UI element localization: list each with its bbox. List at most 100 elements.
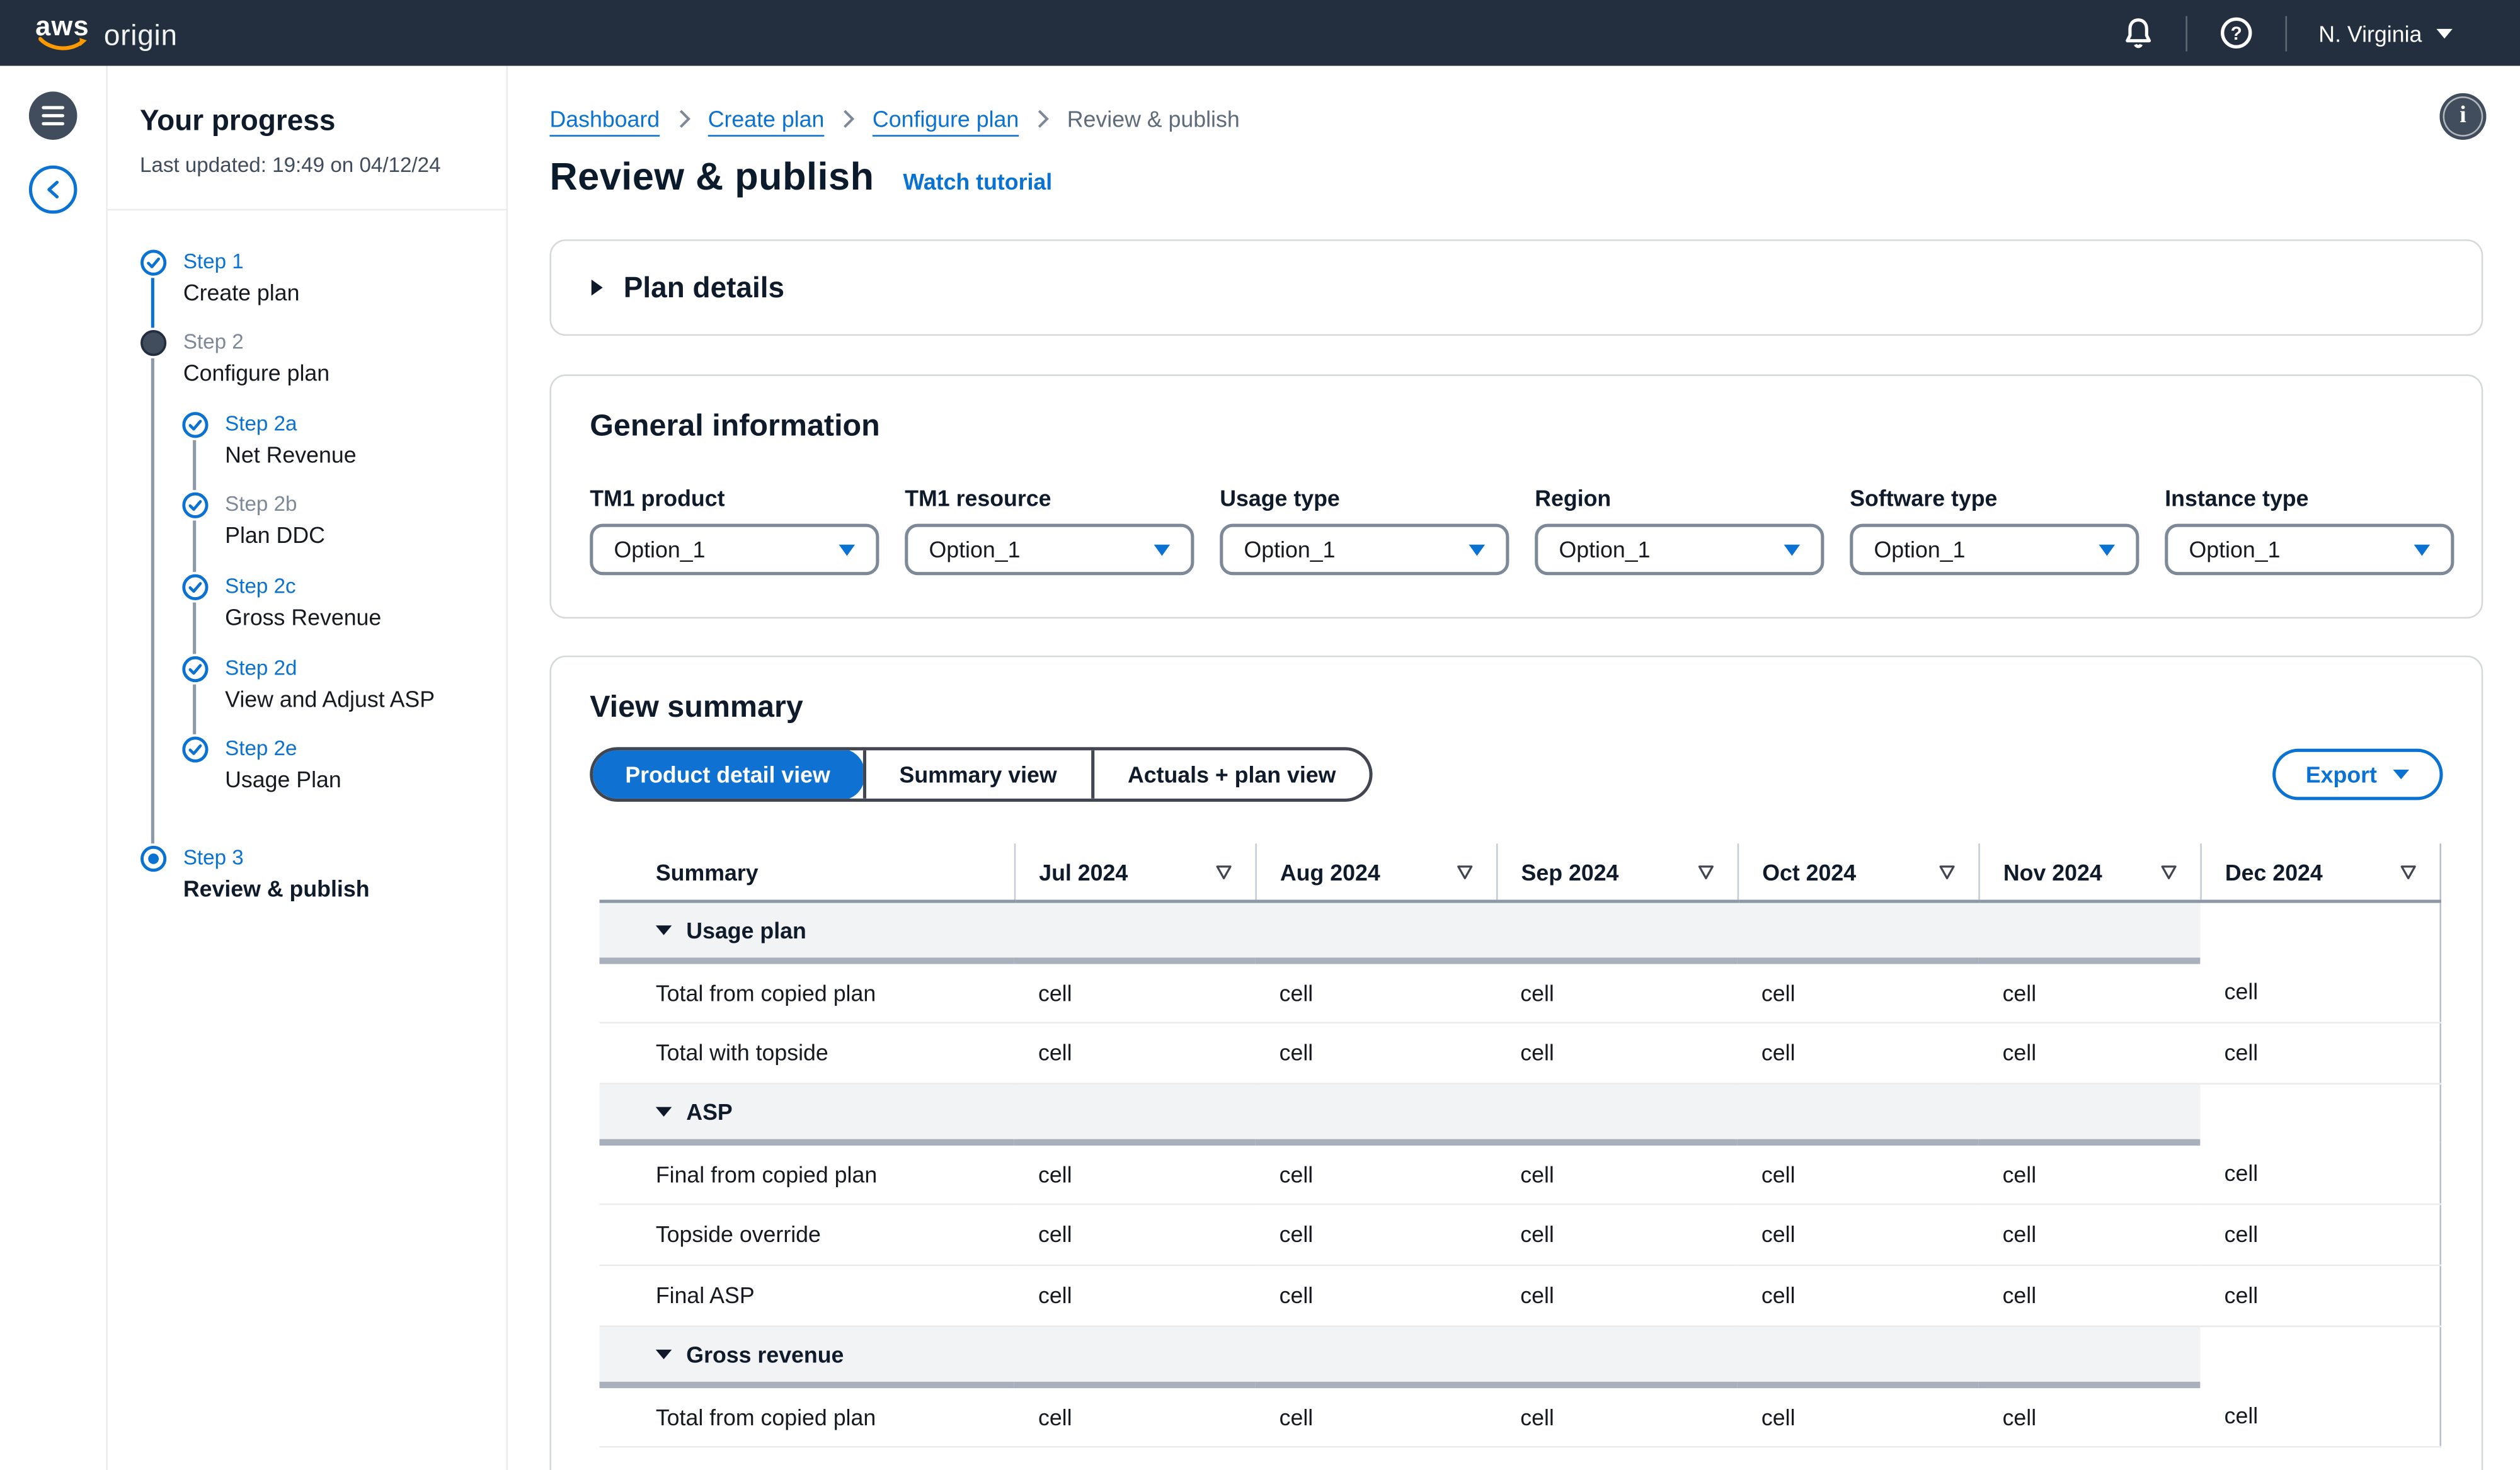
step-check-icon xyxy=(182,412,209,438)
step-item-step-2c[interactable]: Step 2c Gross Revenue xyxy=(181,574,381,632)
question-icon: ? xyxy=(2220,17,2252,48)
view-tabs: Product detail view Summary view Actuals +… xyxy=(590,747,1373,802)
hamburger-icon xyxy=(42,106,65,110)
info-button[interactable]: i xyxy=(2439,93,2487,140)
table-cell: cell xyxy=(1737,1022,1979,1084)
column-label: Sep 2024 xyxy=(1521,858,1619,885)
filter-caret-icon[interactable] xyxy=(1214,863,1232,880)
filter-caret-icon[interactable] xyxy=(1937,863,1955,880)
field-tm1-product: TM1 product Option_1 xyxy=(590,485,879,576)
menu-button[interactable] xyxy=(28,91,77,140)
notifications-button[interactable] xyxy=(2090,0,2185,66)
export-label: Export xyxy=(2305,761,2377,787)
help-button[interactable]: ? xyxy=(2187,0,2285,66)
step-title: Configure plan xyxy=(183,360,330,386)
step-item-step-1[interactable]: Step 1 Create plan xyxy=(140,249,300,307)
field-tm1-resource: TM1 resource Option_1 xyxy=(905,485,1194,576)
column-filter-button[interactable] xyxy=(2159,863,2177,880)
table-cell: cell xyxy=(1737,1384,1979,1447)
step-item-step-2a[interactable]: Step 2a Net Revenue xyxy=(181,411,357,469)
export-button[interactable]: Export xyxy=(2272,748,2443,801)
field-label: Region xyxy=(1535,485,1612,511)
tab-actuals-plan-view[interactable]: Actuals + plan view xyxy=(1091,750,1370,799)
step-item-step-3[interactable]: Step 3 Review & publish xyxy=(140,845,370,903)
step-item-step-2e[interactable]: Step 2e Usage Plan xyxy=(181,736,341,794)
group-row-asp[interactable]: ASP xyxy=(599,1083,2441,1146)
table-cell: cell xyxy=(1014,1203,1256,1265)
step-icon xyxy=(181,736,209,763)
topbar-actions: ? N. Virginia xyxy=(2090,0,2485,66)
field-label: Instance type xyxy=(2165,485,2309,511)
step-check-icon xyxy=(140,249,167,276)
expand-triangle-icon xyxy=(591,279,603,296)
filter-caret-icon[interactable] xyxy=(1697,863,1714,880)
column-header-summary: Summary xyxy=(599,843,1014,903)
field-select-software-type[interactable]: Option_1 xyxy=(1850,523,2139,576)
aws-origin-logo: aws origin xyxy=(35,12,178,50)
group-label: Usage plan xyxy=(686,917,806,943)
filter-caret-icon[interactable] xyxy=(2159,863,2177,880)
step-current-icon xyxy=(140,330,167,356)
region-selector[interactable]: N. Virginia xyxy=(2286,0,2485,66)
step-icon xyxy=(181,574,209,601)
general-information-title: General information xyxy=(590,409,880,444)
column-filter-button[interactable] xyxy=(1455,863,1473,880)
breadcrumb-link-create-plan[interactable]: Create plan xyxy=(707,106,825,132)
step-check-icon xyxy=(182,656,209,683)
column-header-dec-2024: Dec 2024 xyxy=(2199,843,2441,903)
row-label: Topside override xyxy=(599,1203,1014,1265)
collapse-panel-button[interactable] xyxy=(28,165,77,214)
filter-caret-icon[interactable] xyxy=(1455,863,1473,880)
table-cell: cell xyxy=(2200,1142,2441,1204)
field-select-usage-type[interactable]: Option_1 xyxy=(1220,523,1509,576)
filter-caret-icon[interactable] xyxy=(2400,863,2417,880)
field-label: Software type xyxy=(1850,485,1998,511)
table-cell: cell xyxy=(2200,1264,2441,1326)
table-cell: cell xyxy=(1737,1264,1979,1326)
table-header-row: Summary Jul 2024 Aug 2024 Sep 2024 Oct 2024 N… xyxy=(599,843,2441,903)
table-cell: cell xyxy=(2200,1384,2441,1447)
step-icon xyxy=(140,329,167,356)
tab-product-detail-view[interactable]: Product detail view xyxy=(593,750,864,799)
column-filter-button[interactable] xyxy=(1937,863,1955,880)
field-select-tm1-resource[interactable]: Option_1 xyxy=(905,523,1194,576)
tab-summary-view[interactable]: Summary view xyxy=(862,750,1091,799)
field-label: TM1 resource xyxy=(905,485,1051,511)
dropdown-caret-icon xyxy=(1154,544,1171,556)
progress-panel: Your progress Last updated: 19:49 on 04/… xyxy=(107,66,508,1470)
step-title: Create plan xyxy=(183,279,300,305)
step-item-step-2[interactable]: Step 2 Configure plan xyxy=(140,329,329,387)
field-region: Region Option_1 xyxy=(1535,485,1824,576)
field-usage-type: Usage type Option_1 xyxy=(1220,485,1509,576)
column-header-sep-2024: Sep 2024 xyxy=(1495,843,1738,903)
step-check-icon xyxy=(182,492,209,518)
table-cell: cell xyxy=(1255,960,1496,1023)
table-cell: cell xyxy=(1014,1142,1256,1204)
step-item-step-2d[interactable]: Step 2d View and Adjust ASP xyxy=(181,656,435,714)
table-cell: cell xyxy=(1978,1203,2201,1265)
field-select-region[interactable]: Option_1 xyxy=(1535,523,1824,576)
table-cell: cell xyxy=(1737,1142,1979,1204)
column-filter-button[interactable] xyxy=(1214,863,1232,880)
table-cell: cell xyxy=(1496,1022,1738,1084)
column-label: Oct 2024 xyxy=(1762,858,1857,885)
group-label: Gross revenue xyxy=(686,1341,844,1367)
dropdown-caret-icon xyxy=(1784,544,1801,556)
column-filter-button[interactable] xyxy=(2400,863,2417,880)
group-row-usage-plan[interactable]: Usage plan xyxy=(599,901,2441,964)
group-row-gross-revenue[interactable]: Gross revenue xyxy=(599,1325,2441,1389)
info-icon: i xyxy=(2460,103,2466,129)
select-value: Option_1 xyxy=(2189,537,2281,562)
field-select-instance-type[interactable]: Option_1 xyxy=(2165,523,2454,576)
row-label: Final from copied plan xyxy=(599,1142,1014,1204)
column-filter-button[interactable] xyxy=(1697,863,1714,880)
step-item-step-2b[interactable]: Step 2b Plan DDC xyxy=(181,492,325,550)
table-cell: cell xyxy=(2200,1203,2441,1265)
breadcrumb-chevron-icon xyxy=(679,110,690,128)
breadcrumb-link-dashboard[interactable]: Dashboard xyxy=(549,106,660,132)
plan-details-card[interactable]: Plan details xyxy=(549,239,2483,336)
breadcrumb-link-configure-plan[interactable]: Configure plan xyxy=(872,106,1019,132)
watch-tutorial-link[interactable]: Watch tutorial xyxy=(903,168,1053,195)
field-select-tm1-product[interactable]: Option_1 xyxy=(590,523,879,576)
